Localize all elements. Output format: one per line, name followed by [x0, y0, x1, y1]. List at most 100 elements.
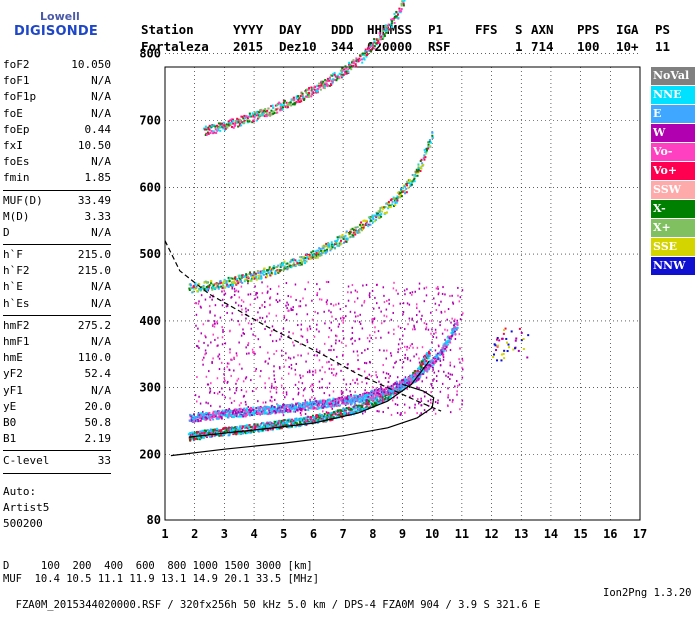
echo-point	[395, 392, 398, 395]
echo-point	[240, 285, 243, 288]
echo-point	[365, 54, 368, 57]
echo-point	[235, 432, 238, 435]
echo-point	[263, 423, 266, 426]
echo-point	[361, 304, 363, 307]
echo-point	[300, 323, 303, 326]
echo-point	[369, 223, 372, 226]
echo-point	[520, 331, 523, 334]
echo-point	[431, 359, 434, 362]
echo-point	[448, 340, 451, 343]
echo-point	[275, 407, 278, 410]
echo-point	[196, 430, 199, 433]
echo-point	[204, 430, 207, 433]
echo-point	[204, 125, 207, 128]
echo-point	[268, 424, 271, 427]
echo-point	[276, 266, 279, 269]
echo-point	[269, 412, 272, 415]
echo-point	[301, 382, 304, 385]
echo-point	[242, 432, 245, 435]
echo-point	[270, 113, 273, 116]
echo-point	[369, 361, 371, 364]
echo-point	[361, 61, 364, 64]
echo-point	[223, 124, 226, 127]
echo-point	[222, 124, 225, 127]
echo-point	[316, 85, 319, 88]
echo-point	[271, 385, 273, 388]
echo-point	[387, 207, 390, 210]
echo-point	[233, 415, 236, 418]
echo-point	[252, 425, 255, 428]
param-value: N/A	[91, 90, 111, 104]
echo-point	[189, 432, 192, 435]
echo-point	[304, 387, 306, 390]
echo-point	[320, 414, 323, 417]
echo-point	[389, 204, 392, 207]
echo-point	[320, 404, 323, 407]
echo-point	[304, 408, 307, 411]
echo-point	[274, 109, 277, 112]
echo-point	[420, 412, 422, 415]
echo-point	[209, 311, 211, 314]
echo-point	[261, 422, 264, 425]
echo-point	[280, 106, 283, 109]
echo-point	[351, 235, 354, 238]
echo-point	[364, 406, 367, 409]
echo-point	[192, 436, 195, 439]
echo-point	[345, 388, 348, 391]
echo-point	[326, 250, 329, 253]
echo-point	[319, 247, 322, 250]
echo-point	[316, 323, 318, 326]
echo-point	[205, 128, 208, 131]
echo-point	[232, 433, 235, 436]
echo-point	[269, 303, 271, 306]
echo-point	[332, 397, 335, 400]
echo-point	[205, 413, 208, 416]
echo-point	[274, 411, 277, 414]
echo-point	[298, 259, 301, 262]
echo-point	[341, 416, 344, 419]
echo-point	[227, 284, 230, 287]
echo-point	[432, 368, 434, 371]
echo-point	[408, 303, 411, 306]
echo-point	[263, 406, 266, 409]
echo-point	[244, 431, 247, 434]
echo-point	[375, 389, 378, 392]
echo-point	[344, 412, 347, 415]
echo-point	[363, 370, 366, 373]
echo-point	[339, 409, 342, 412]
echo-point	[251, 425, 254, 428]
echo-point	[203, 432, 206, 435]
echo-point	[247, 275, 250, 278]
echo-point	[326, 414, 329, 417]
echo-point	[376, 376, 378, 379]
echo-point	[376, 214, 379, 217]
echo-point	[344, 404, 347, 407]
echo-point	[253, 410, 256, 413]
echo-point	[378, 210, 381, 213]
header-label-pps: PPS	[577, 22, 600, 37]
echo-point	[454, 333, 457, 336]
echo-point	[324, 79, 327, 82]
echo-point	[335, 334, 337, 337]
echo-point	[432, 387, 434, 390]
param-name: hmF2	[3, 318, 30, 332]
echo-point	[259, 375, 261, 378]
echo-point	[269, 287, 272, 290]
echo-point	[425, 152, 428, 155]
echo-point	[357, 408, 360, 411]
echo-point	[255, 275, 258, 278]
echo-point	[386, 349, 388, 352]
echo-point	[425, 326, 428, 329]
echo-point	[404, 411, 406, 414]
echo-point	[270, 421, 273, 424]
echo-point	[323, 415, 326, 418]
echo-point	[338, 72, 341, 75]
echo-point	[339, 69, 342, 72]
echo-point	[329, 417, 332, 420]
echo-point	[196, 400, 198, 403]
echo-point	[396, 411, 399, 414]
echo-point	[428, 364, 431, 367]
x-tick-label: 5	[280, 527, 287, 541]
echo-point	[412, 346, 414, 349]
echo-point	[317, 407, 320, 410]
